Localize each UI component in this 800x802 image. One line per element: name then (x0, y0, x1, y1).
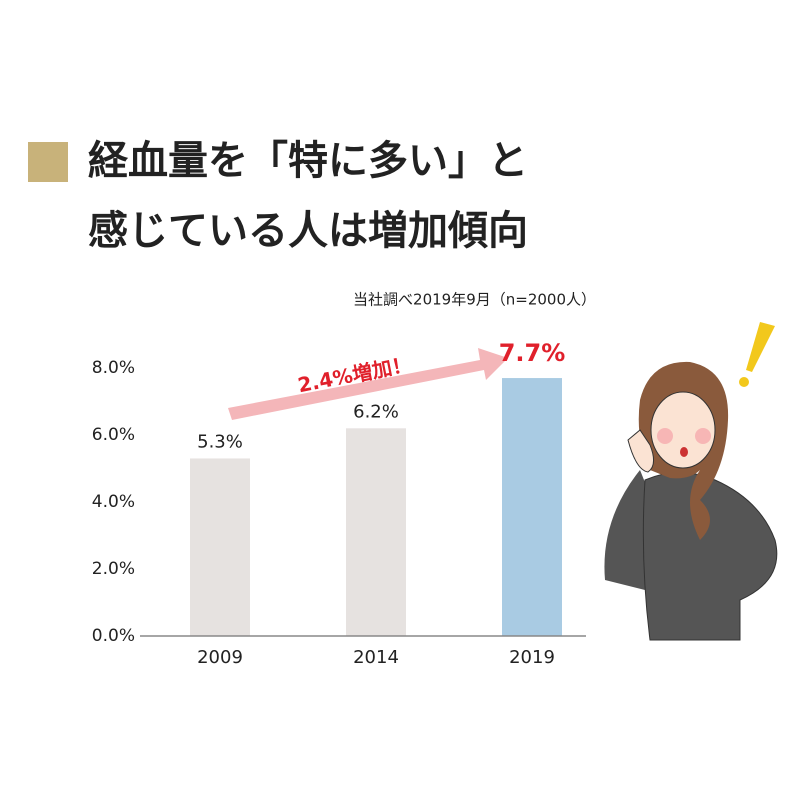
y-tick-label: 0.0% (92, 626, 135, 646)
y-tick-label: 8.0% (92, 358, 135, 378)
bar (190, 458, 250, 636)
chart-subtitle: 当社調べ2019年9月（n=2000人） (353, 291, 596, 309)
y-tick-label: 6.0% (92, 425, 135, 445)
value-label: 5.3% (197, 431, 243, 452)
trend-arrow (228, 348, 508, 420)
bar (346, 428, 406, 636)
illustration (604, 322, 778, 641)
x-tick-label: 2019 (509, 647, 555, 668)
bar (502, 378, 562, 636)
chart-title: 感じている人は増加傾向 (88, 208, 528, 254)
y-tick-label: 2.0% (92, 559, 135, 579)
x-tick-label: 2014 (353, 647, 399, 668)
chart-title: 経血量を「特に多い」と (88, 138, 528, 184)
title-marker (28, 142, 68, 182)
y-tick-label: 4.0% (92, 492, 135, 512)
value-label: 7.7% (499, 339, 566, 367)
x-tick-label: 2009 (197, 647, 243, 668)
value-label: 6.2% (353, 401, 399, 422)
